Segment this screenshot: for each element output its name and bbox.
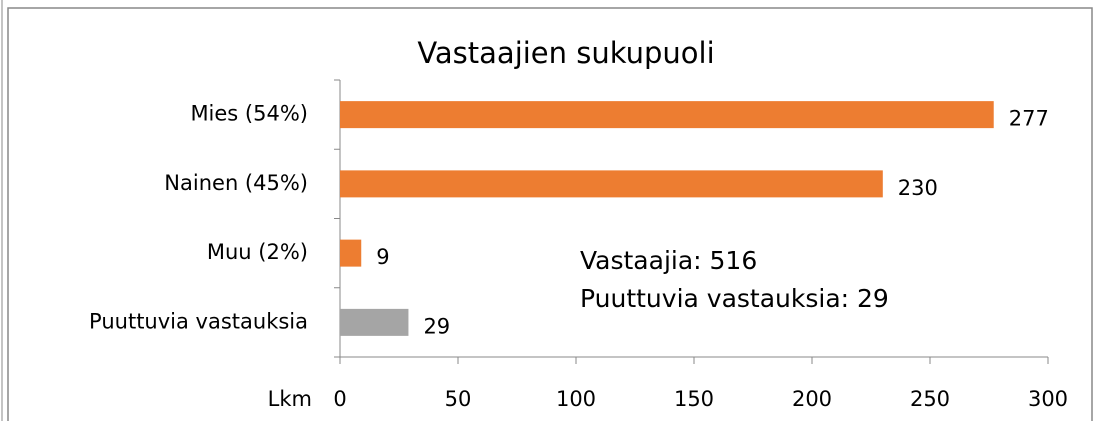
x-tick-label: 200 [792,387,832,411]
value-label: 277 [1009,107,1049,131]
x-tick-label: 150 [674,387,714,411]
chart-title: Vastaajien sukupuoli [417,36,714,70]
y-tick-label: Muu (2%) [207,240,308,264]
y-tick-label: Mies (54%) [190,102,308,126]
value-label: 29 [423,314,450,338]
annotation: Puuttuvia vastauksia: 29 [580,284,889,313]
bar [340,170,883,198]
value-label: 9 [376,245,389,269]
y-tick-label: Nainen (45%) [164,171,308,195]
x-tick-label: 100 [556,387,596,411]
x-tick-label: 250 [910,387,950,411]
x-tick-label: 50 [445,387,472,411]
x-tick-label: 300 [1028,387,1068,411]
frame [7,7,1093,421]
value-label: 230 [898,176,938,200]
bar [340,308,409,336]
y-tick-label: Puuttuvia vastauksia [89,309,308,333]
x-axis-label: Lkm [268,387,312,411]
annotation: Vastaajia: 516 [580,246,757,275]
bar [340,101,994,129]
x-tick-label: 0 [333,387,346,411]
bar [340,239,362,267]
